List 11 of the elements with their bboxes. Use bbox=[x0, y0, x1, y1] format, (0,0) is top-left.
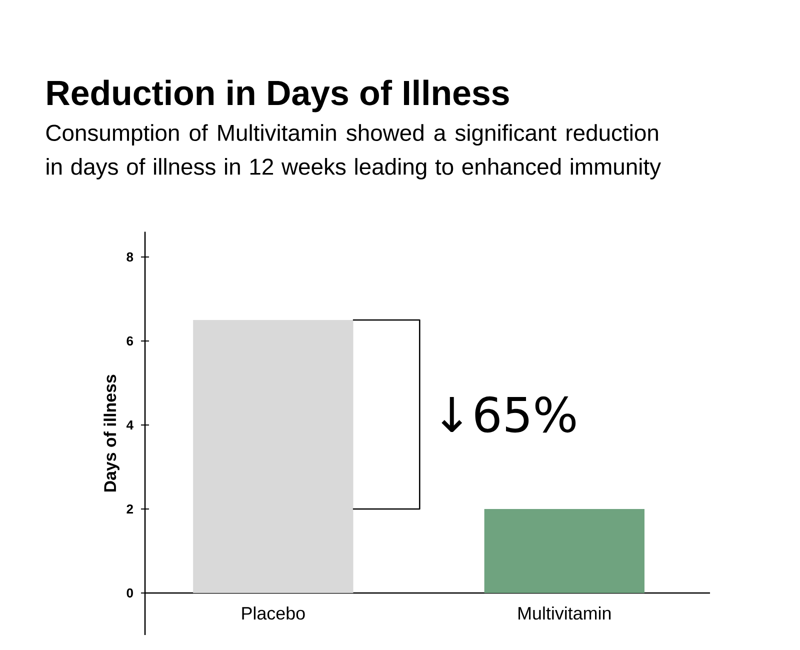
y-tick-label: 0 bbox=[126, 588, 133, 598]
x-tick-label: Multivitamin bbox=[518, 606, 611, 620]
y-axis-title: Days of illness bbox=[104, 374, 120, 492]
y-tick-label: 8 bbox=[126, 252, 134, 262]
chart-subtitle: Consumption of Multivitamin showed a significant reduction in days of illness in 12 weeks leading to enhanced immunity bbox=[46, 124, 662, 180]
chart-title: Reduction in Days of Illness bbox=[48, 80, 509, 112]
y-tick-label: 6 bbox=[126, 336, 134, 346]
annotation: ↓65% bbox=[442, 396, 576, 433]
x-tick-label: Placebo bbox=[242, 606, 305, 620]
y-tick-label: 4 bbox=[126, 420, 134, 430]
y-tick-label: 2 bbox=[126, 504, 133, 514]
